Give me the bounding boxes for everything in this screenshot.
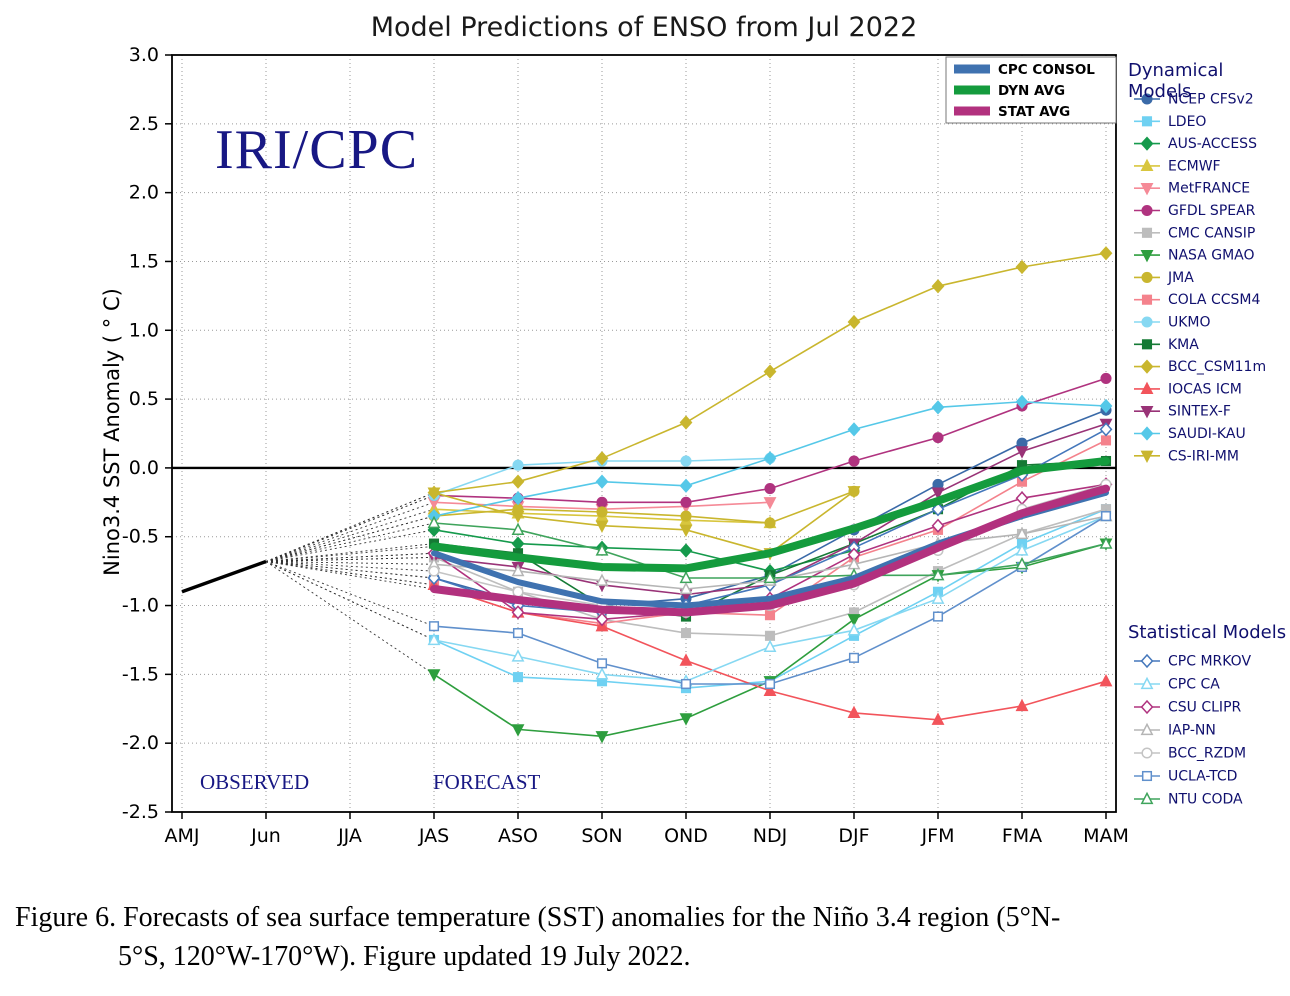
figure-caption: Figure 6. Forecasts of sea surface tempe… [15,898,1277,976]
svg-text:-0.5: -0.5 [122,526,159,548]
svg-text:ASO: ASO [498,825,538,847]
avg-stat-avg [430,484,1110,617]
svg-text:0.5: 0.5 [129,388,159,410]
iri-cpc-watermark: IRI/CPC [215,119,419,181]
svg-text:IOCAS ICM: IOCAS ICM [1168,381,1242,397]
svg-text:STAT AVG: STAT AVG [998,104,1070,120]
avg-dyn-avg [430,457,1110,573]
svg-text:ECMWF: ECMWF [1168,158,1221,174]
svg-text:-2.5: -2.5 [122,801,159,823]
svg-text:GFDL SPEAR: GFDL SPEAR [1168,203,1256,219]
enso-forecast-chart: -2.5 -2.0 -1.5 -1.0 -0.5 0.0 0.5 1.0 1.5 2.0 2.5 3.… [122,44,1266,847]
y-axis-label: Nino3.4 SST Anomaly ( ° C) [100,288,124,576]
plot-border [171,54,1117,813]
statistical-models-legend: CPC MRKOV CPC CA CSU CLIPR IAP-NN BCC_RZDM UC… [1134,654,1251,808]
svg-text:DJF: DJF [838,825,869,847]
svg-text:LDEO: LDEO [1168,114,1206,130]
svg-text:-2.0: -2.0 [122,732,159,754]
svg-text:NTU CODA: NTU CODA [1168,792,1243,808]
svg-text:CS-IRI-MM: CS-IRI-MM [1168,448,1239,464]
svg-text:CPC CONSOL: CPC CONSOL [998,62,1095,78]
svg-text:FMA: FMA [1002,825,1042,847]
svg-text:CMC CANSIP: CMC CANSIP [1168,225,1255,241]
svg-text:1.5: 1.5 [129,250,159,272]
svg-text:NCEP CFSv2: NCEP CFSv2 [1168,92,1254,108]
svg-text:JAS: JAS [418,825,449,847]
svg-text:SON: SON [581,825,622,847]
svg-text:UKMO: UKMO [1168,315,1211,331]
caption-line-1: Figure 6. Forecasts of sea surface tempe… [15,902,1061,933]
svg-text:JMA: JMA [1167,270,1194,286]
dynamical-models-header: Dynamical Models [1128,60,1224,102]
series-bcc-csm11m [427,246,1113,500]
svg-text:NDJ: NDJ [753,825,787,847]
svg-text:JJA: JJA [337,825,362,847]
svg-text:KMA: KMA [1168,337,1199,353]
svg-text:3.0: 3.0 [129,44,159,66]
svg-text:Jun: Jun [250,825,281,847]
svg-text:AUS-ACCESS: AUS-ACCESS [1168,136,1257,152]
observed-line [181,559,267,594]
series-saudi-kau [427,394,1113,524]
series-gfdl-spear [428,372,1112,508]
svg-text:CPC CA: CPC CA [1168,677,1220,693]
svg-text:NASA GMAO: NASA GMAO [1168,248,1255,264]
svg-text:AMJ: AMJ [165,825,200,847]
averages-legend: CPC CONSOL DYN AVG STAT AVG [945,56,1117,124]
dynamical-models-legend: NCEP CFSv2 LDEO AUS-ACCESS ECMWF MetFRANCE GF… [1134,92,1266,464]
svg-text:OND: OND [664,825,708,847]
statistical-models-header: Statistical Models [1128,622,1287,643]
svg-text:0.0: 0.0 [129,457,159,479]
caption-line-2: 5°S, 120°W-170°W). Figure updated 19 Jul… [118,941,691,973]
svg-text:2.0: 2.0 [129,182,159,204]
svg-text:BCC_RZDM: BCC_RZDM [1168,746,1246,762]
svg-text:SINTEX-F: SINTEX-F [1168,404,1231,420]
forecast-label: FORECAST [433,770,541,794]
forecast-fan [265,492,435,675]
svg-text:BCC_CSM11m: BCC_CSM11m [1168,359,1266,375]
svg-text:MAM: MAM [1083,825,1129,847]
svg-text:-1.5: -1.5 [122,663,159,685]
svg-text:2.5: 2.5 [129,113,159,135]
svg-text:DYN AVG: DYN AVG [998,83,1065,99]
svg-text:SAUDI-KAU: SAUDI-KAU [1168,426,1246,442]
svg-text:CPC MRKOV: CPC MRKOV [1168,654,1251,670]
chart-title: Model Predictions of ENSO from Jul 2022 [370,12,918,43]
svg-text:MetFRANCE: MetFRANCE [1168,181,1250,197]
svg-text:COLA CCSM4: COLA CCSM4 [1168,292,1260,308]
series-ucla-tcd [428,511,1112,690]
axis-ticks: -2.5 -2.0 -1.5 -1.0 -0.5 0.0 0.5 1.0 1.5 2.0 2.5 3.… [122,44,1129,847]
svg-text:-1.0: -1.0 [122,595,159,617]
observed-label: OBSERVED [200,770,310,794]
svg-text:JFM: JFM [921,825,955,847]
svg-text:1.0: 1.0 [129,319,159,341]
svg-text:UCLA-TCD: UCLA-TCD [1168,769,1237,785]
svg-text:IAP-NN: IAP-NN [1168,723,1216,739]
svg-text:CSU CLIPR: CSU CLIPR [1168,700,1242,716]
